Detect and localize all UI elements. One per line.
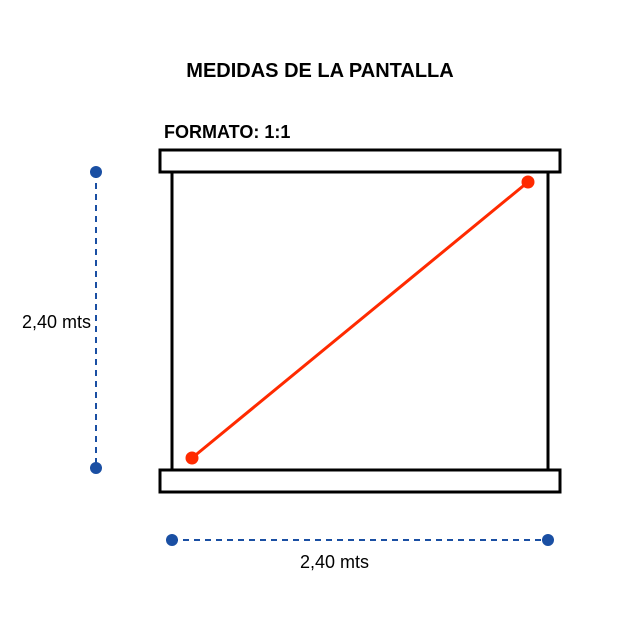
diagram-canvas: MEDIDAS DE LA PANTALLA FORMATO: 1:1 2,40… bbox=[0, 0, 640, 640]
diagram-svg bbox=[0, 0, 640, 640]
